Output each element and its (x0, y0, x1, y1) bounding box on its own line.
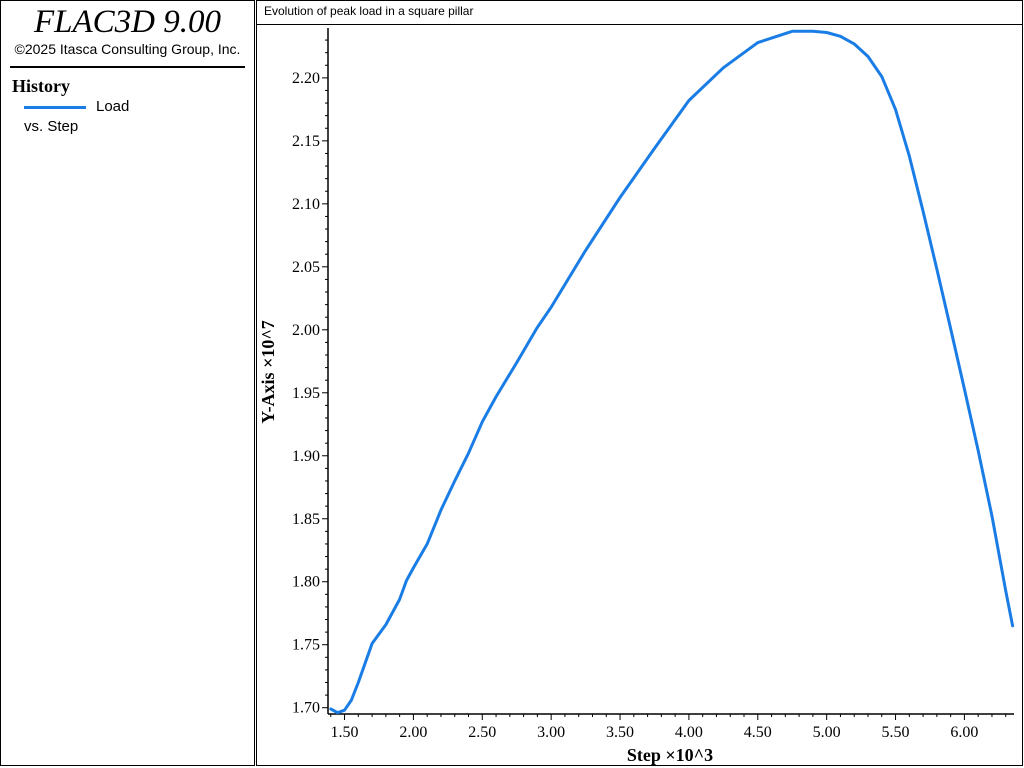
plot-panel (256, 0, 1023, 766)
x-tick-label: 5.50 (882, 724, 910, 741)
x-tick-label: 4.00 (675, 724, 703, 741)
x-tick-label: 4.50 (744, 724, 772, 741)
legend-series-label: Load (96, 98, 130, 115)
y-axis-label: Y-Axis ×10^7 (258, 320, 278, 424)
axes: 1.70 1.75 1.80 1.85 1.90 1.95 2.00 2.05 2.10 2.15… (292, 28, 1014, 741)
y-tick-label: 1.70 (292, 700, 320, 717)
y-tick-label: 2.00 (292, 322, 320, 339)
y-tick-label: 2.15 (292, 133, 320, 150)
x-tick-label: 3.00 (537, 724, 565, 741)
history-heading: History (12, 76, 70, 96)
x-tick-label: 6.00 (950, 724, 978, 741)
y-tick-label: 1.90 (292, 448, 320, 465)
x-tick-label: 3.50 (606, 724, 634, 741)
x-tick-label: 5.00 (813, 724, 841, 741)
x-tick-label: 2.50 (468, 724, 496, 741)
legend-panel (0, 0, 255, 766)
legend-line-swatch (24, 106, 86, 109)
y-tick-label: 1.80 (292, 574, 320, 591)
panel-divider (10, 66, 245, 68)
y-tick-label: 1.75 (292, 637, 320, 654)
series-line-load (329, 29, 1015, 715)
x-tick-label: 2.00 (399, 724, 427, 741)
title-divider (257, 24, 1022, 25)
chart-title: Evolution of peak load in a square pilla… (264, 4, 474, 18)
x-tick-label: 1.50 (331, 724, 359, 741)
y-tick-label: 2.10 (292, 196, 320, 213)
app-title: FLAC3D 9.00 (33, 4, 221, 40)
y-tick-label: 2.20 (292, 70, 320, 87)
x-axis-label: Step ×10^3 (627, 745, 713, 765)
copyright-text: ©2025 Itasca Consulting Group, Inc. (14, 41, 241, 57)
y-tick-label: 2.05 (292, 259, 320, 276)
legend-vs-label: vs. Step (24, 118, 79, 135)
y-tick-label: 1.85 (292, 511, 320, 528)
y-tick-label: 1.95 (292, 385, 320, 402)
